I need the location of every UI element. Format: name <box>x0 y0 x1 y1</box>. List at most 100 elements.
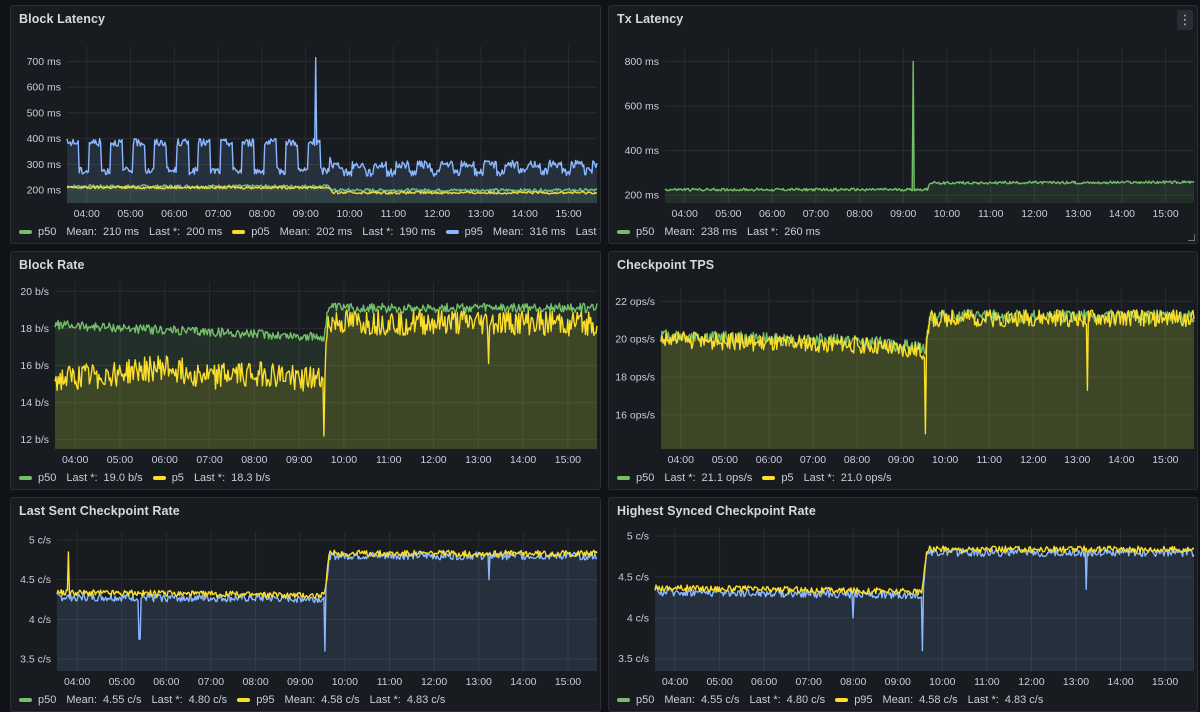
legend-series-name: p5 <box>171 472 184 484</box>
legend-stat-value: 202 ms <box>316 226 353 238</box>
series-line-p95[interactable] <box>56 549 598 599</box>
x-tick-label: 09:00 <box>885 676 911 688</box>
legend-item-p5[interactable]: p5 Last *: 21.0 ops/s <box>762 472 892 484</box>
panel-highest-synced-checkpoint-rate[interactable]: Highest Synced Checkpoint Rate 3.5 c/s 4 c… <box>608 497 1198 712</box>
chart-svg[interactable]: 200 ms 400 ms 600 ms 800 ms 04:00 05:00 06:00 0… <box>609 6 1198 244</box>
y-tick-label: 16 ops/s <box>615 409 655 421</box>
x-tick-label: 07:00 <box>196 454 222 466</box>
panel-title[interactable]: Checkpoint TPS <box>617 258 715 272</box>
panel-block-rate[interactable]: Block Rate 12 b/s 14 b/s 16 b/s 18 b/s 20 b/s… <box>10 251 601 490</box>
legend-item-p50[interactable]: p50 Mean: 210 ms Last *: 200 ms <box>19 226 222 238</box>
legend-stat-value: 4.83 c/s <box>406 694 446 706</box>
x-tick-label: 05:00 <box>117 208 143 220</box>
x-tick-label: 07:00 <box>796 676 822 688</box>
panel-last-sent-checkpoint-rate[interactable]: Last Sent Checkpoint Rate 3.5 c/s 4 c/s 4.5… <box>10 497 601 712</box>
x-tick-label: 07:00 <box>803 208 829 220</box>
legend-series-name: p50 <box>636 472 655 484</box>
legend: p50 Mean: 4.55 c/s Last *: 4.80 c/s p95 Mean: 4… <box>617 694 1043 706</box>
legend-item-p5[interactable]: p5 Last *: 18.3 b/s <box>152 472 271 484</box>
x-tick-label: 10:00 <box>929 676 955 688</box>
series-area-p95 <box>67 57 597 203</box>
legend-stat-value: 21.0 ops/s <box>840 472 892 484</box>
legend-swatch <box>19 230 32 234</box>
legend-item-p50[interactable]: p50 Mean: 4.55 c/s Last *: 4.80 c/s <box>19 694 227 706</box>
legend-series-name: p50 <box>636 694 655 706</box>
legend-swatch <box>835 698 849 702</box>
x-tick-label: 08:00 <box>242 676 268 688</box>
x-tick-label: 06:00 <box>751 676 777 688</box>
y-tick-label: 18 ops/s <box>615 372 655 384</box>
legend-item-p50[interactable]: p50 Mean: 238 ms Last *: 260 ms <box>617 226 820 238</box>
panel-title[interactable]: Block Latency <box>19 12 106 26</box>
x-tick-label: 15:00 <box>555 676 581 688</box>
x-tick-label: 06:00 <box>756 454 782 466</box>
legend-series-name: p05 <box>251 226 270 238</box>
y-tick-label: 4 c/s <box>627 612 649 624</box>
x-tick-label: 06:00 <box>152 454 178 466</box>
legend-stat-value: 4.58 c/s <box>321 694 360 706</box>
x-tick-label: 10:00 <box>934 208 960 220</box>
x-tick-label: 07:00 <box>198 676 224 688</box>
x-tick-label: 15:00 <box>555 208 581 220</box>
legend-stat-label: Last *: <box>664 472 696 484</box>
series-line-p5[interactable] <box>660 309 1195 435</box>
legend-stat-value: 4.80 c/s <box>188 694 228 706</box>
legend: p50 Mean: 238 ms Last *: 260 ms <box>617 226 820 238</box>
series-line-p95[interactable] <box>654 545 1195 596</box>
x-tick-label: 11:00 <box>377 676 403 688</box>
x-tick-label: 08:00 <box>840 676 866 688</box>
legend-swatch <box>445 230 459 234</box>
panel-block-latency[interactable]: Block Latency 200 ms 300 ms 400 ms 500 ms 600… <box>10 5 601 244</box>
series-line-p05[interactable] <box>66 185 598 195</box>
chart-svg[interactable]: 12 b/s 14 b/s 16 b/s 18 b/s 20 b/s 04:00 05:00… <box>11 252 601 490</box>
x-tick-label: 11:00 <box>381 208 407 220</box>
y-tick-label: 20 ops/s <box>615 334 655 346</box>
y-tick-label: 800 ms <box>625 56 659 68</box>
y-tick-label: 16 b/s <box>20 360 49 372</box>
legend-swatch <box>237 698 251 702</box>
x-tick-label: 05:00 <box>715 208 741 220</box>
panel-title[interactable]: Tx Latency <box>617 12 684 26</box>
x-tick-label: 05:00 <box>706 676 732 688</box>
resize-handle-icon[interactable] <box>1188 234 1195 241</box>
legend-item-p05[interactable]: p05 Mean: 202 ms Last *: 190 ms <box>232 226 436 238</box>
legend-stat-label: Last *: <box>575 226 600 238</box>
legend-item-p95[interactable]: p95 Mean: 4.58 c/s Last *: 4.83 c/s <box>835 694 1043 706</box>
chart-svg[interactable]: 200 ms 300 ms 400 ms 500 ms 600 ms 700 ms 04:0… <box>11 6 601 244</box>
legend-item-p95[interactable]: p95 Mean: 4.58 c/s Last *: 4.83 c/s <box>237 694 445 706</box>
panel-title[interactable]: Last Sent Checkpoint Rate <box>19 504 180 518</box>
panel-tx-latency[interactable]: Tx Latency ⋮ 200 ms 400 ms 600 ms 800 ms 04:00… <box>608 5 1198 244</box>
x-tick-label: 13:00 <box>1065 208 1091 220</box>
legend-item-p50[interactable]: p50 Last *: 19.0 b/s <box>19 472 143 484</box>
panel-title[interactable]: Highest Synced Checkpoint Rate <box>617 504 816 518</box>
legend-item-p50[interactable]: p50 Last *: 21.1 ops/s <box>617 472 752 484</box>
kebab-menu-icon[interactable]: ⋮ <box>1177 10 1193 30</box>
legend-stat-value: 4.83 c/s <box>1004 694 1044 706</box>
series-line-p50[interactable] <box>54 302 598 342</box>
legend-stat-label: Last *: <box>747 226 779 238</box>
panel-title[interactable]: Block Rate <box>19 258 85 272</box>
series-line-p50[interactable] <box>664 60 1195 192</box>
y-tick-label: 4.5 c/s <box>618 572 649 584</box>
x-tick-label: 08:00 <box>249 208 275 220</box>
legend-stat-value: 18.3 b/s <box>231 472 271 484</box>
legend-stat-label: Last *: <box>749 694 781 706</box>
x-tick-label: 13:00 <box>465 454 491 466</box>
legend-stat-value: 210 ms <box>102 226 140 238</box>
series-line-p5[interactable] <box>54 309 598 437</box>
chart-svg[interactable]: 3.5 c/s 4 c/s 4.5 c/s 5 c/s 04:00 05:00 06:00 0… <box>11 498 601 712</box>
legend-series-name: p5 <box>781 472 794 484</box>
panel-checkpoint-tps[interactable]: Checkpoint TPS 16 ops/s 18 ops/s 20 ops/s 22… <box>608 251 1198 490</box>
legend-item-p50[interactable]: p50 Mean: 4.55 c/s Last *: 4.80 c/s <box>617 694 825 706</box>
y-tick-label: 12 b/s <box>20 434 49 446</box>
y-tick-label: 14 b/s <box>20 397 49 409</box>
x-tick-label: 11:00 <box>976 454 1002 466</box>
chart-svg[interactable]: 16 ops/s 18 ops/s 20 ops/s 22 ops/s 04:00 05:… <box>609 252 1198 490</box>
legend-stat-label: Mean: <box>66 226 97 238</box>
chart-svg[interactable]: 3.5 c/s 4 c/s 4.5 c/s 5 c/s 04:00 05:00 06:00 0… <box>609 498 1198 712</box>
legend-stat-label: Last *: <box>193 472 226 484</box>
series-line-p95[interactable] <box>66 56 598 178</box>
x-tick-label: 07:00 <box>205 208 231 220</box>
series-area-p50 <box>57 551 597 671</box>
